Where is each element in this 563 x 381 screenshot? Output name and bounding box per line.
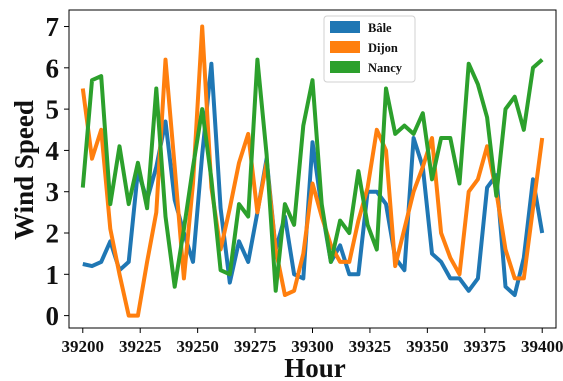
y-tick-label: 1 [46, 260, 60, 290]
x-tick-label: 39200 [62, 337, 105, 356]
y-tick-label: 3 [46, 177, 60, 207]
x-axis: 39200 39225 39250 39275 39300 39325 39350 39375… [62, 328, 563, 356]
y-tick-label: 4 [46, 136, 60, 166]
x-axis-label: Hour [284, 353, 346, 381]
y-tick-label: 6 [46, 53, 60, 83]
series-line-dijon [80, 24, 545, 318]
y-axis: 0 1 2 3 4 5 6 7 [46, 12, 69, 331]
x-tick-label: 39250 [176, 337, 219, 356]
y-tick-label: 2 [46, 219, 60, 249]
x-tick-label: 39300 [291, 337, 334, 356]
legend: Bâle Dijon Nancy [323, 15, 416, 83]
legend-swatch-nancy [330, 61, 360, 73]
x-tick-label: 39275 [234, 337, 277, 356]
series-layer [80, 24, 545, 318]
legend-swatch-bale [330, 21, 360, 33]
legend-swatch-dijon [330, 41, 360, 53]
y-tick-label: 0 [46, 301, 60, 331]
x-tick-label: 39350 [406, 337, 449, 356]
series-line-nancy [80, 57, 544, 293]
legend-label-dijon: Dijon [368, 41, 398, 55]
x-tick-label: 39375 [464, 337, 507, 356]
x-tick-label: 39400 [521, 337, 563, 356]
x-tick-label: 39325 [349, 337, 392, 356]
x-tick-label: 39225 [119, 337, 162, 356]
legend-label-nancy: Nancy [368, 61, 403, 75]
y-tick-label: 5 [46, 95, 60, 125]
legend-label-bale: Bâle [368, 21, 392, 35]
y-axis-label: Wind Speed [9, 100, 39, 240]
y-tick-label: 7 [46, 12, 60, 42]
